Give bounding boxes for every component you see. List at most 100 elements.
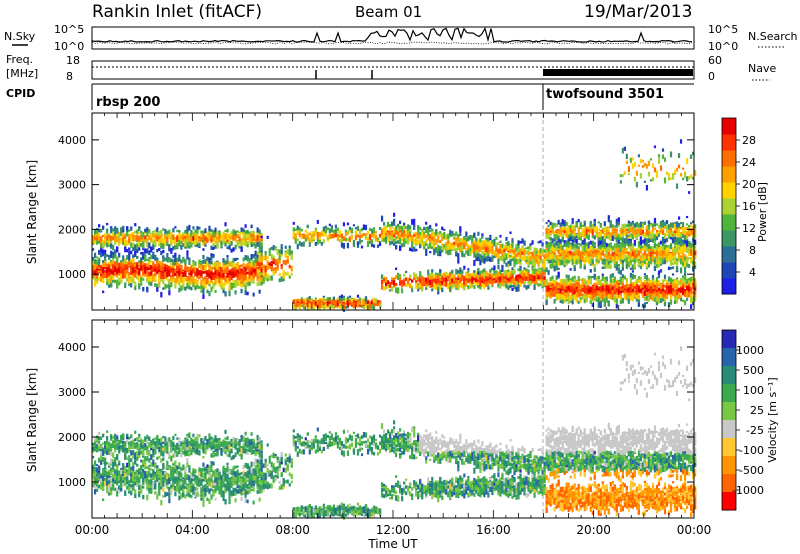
- power-cell: [575, 255, 578, 260]
- power-cell: [180, 233, 183, 238]
- power-cell: [555, 282, 558, 287]
- power-cell: [475, 276, 478, 279]
- nsearch-series: [91, 41, 693, 45]
- power-cell: [475, 237, 478, 242]
- power-cell: [457, 284, 460, 291]
- power-cell: [268, 248, 271, 253]
- power-cell: [120, 237, 123, 242]
- power-cell: [194, 261, 197, 266]
- power-cell: [188, 241, 191, 245]
- power-cell: [533, 284, 536, 290]
- power-cell: [210, 278, 213, 283]
- power-cell: [411, 248, 414, 252]
- power-cell: [118, 281, 121, 286]
- power-cell: [110, 242, 113, 249]
- power-cell: [258, 275, 261, 280]
- power-cell: [593, 297, 596, 302]
- power-cell: [469, 273, 472, 279]
- power-cell: [338, 297, 342, 302]
- power-cell: [591, 229, 594, 236]
- power-cell: [439, 272, 442, 277]
- power-cell: [212, 237, 215, 242]
- power-cell: [382, 278, 386, 281]
- power-cell: [118, 252, 121, 257]
- power-cell: [569, 295, 572, 301]
- power-cell: [144, 248, 147, 253]
- power-cell: [481, 257, 484, 263]
- power-cell: [268, 252, 271, 256]
- power-cell: [533, 276, 536, 282]
- power-cell: [358, 240, 362, 244]
- power-cell: [471, 272, 474, 277]
- power-cell: [565, 259, 568, 264]
- power-cell: [194, 279, 197, 283]
- power-cell: [354, 230, 358, 236]
- power-cell: [477, 248, 480, 253]
- power-cell: [112, 228, 115, 232]
- power-cell: [577, 250, 580, 256]
- power-cell: [517, 250, 520, 255]
- power-cell: [591, 250, 594, 256]
- power-cell: [549, 253, 552, 258]
- power-cell: [543, 254, 546, 257]
- power-cell: [210, 228, 213, 233]
- power-cell: [236, 233, 239, 237]
- power-cell: [429, 284, 432, 287]
- power-cell: [399, 274, 402, 277]
- power-cell: [130, 234, 133, 239]
- power-cell: [541, 262, 544, 267]
- power-cell: [559, 227, 562, 234]
- power-cell: [433, 274, 436, 279]
- power-cell: [212, 246, 215, 250]
- power-cell: [591, 303, 594, 307]
- power-cell: [507, 260, 510, 265]
- power-cell: [248, 232, 251, 239]
- power-cell: [296, 302, 299, 308]
- power-cell: [232, 260, 235, 263]
- power-cell: [493, 239, 496, 243]
- power-cell: [166, 241, 169, 245]
- power-cell: [324, 298, 327, 302]
- power-cell: [595, 276, 598, 279]
- power-cell: [591, 275, 594, 279]
- power-cell: [453, 281, 456, 285]
- power-cell: [208, 265, 211, 268]
- power-cell: [126, 226, 129, 230]
- power-cell: [102, 268, 105, 274]
- power-cell: [395, 236, 398, 239]
- power-cell: [258, 252, 261, 257]
- power-cell: [330, 233, 333, 239]
- power-cell: [589, 278, 592, 284]
- power-cell: [583, 227, 586, 232]
- power-cell: [567, 231, 570, 235]
- power-cell: [306, 305, 309, 311]
- power-cell: [320, 241, 323, 246]
- power-cell: [258, 289, 261, 294]
- power-cell: [356, 299, 360, 303]
- power-cell: [98, 235, 101, 239]
- power-cell: [439, 246, 442, 251]
- power-cell: [563, 230, 566, 234]
- power-cell: [310, 231, 313, 234]
- power-cell: [370, 301, 374, 305]
- power-cell: [567, 227, 570, 233]
- power-cell: [294, 228, 297, 231]
- power-cell: [216, 275, 219, 279]
- power-cell: [108, 257, 111, 260]
- power-cell: [563, 220, 566, 227]
- power-cell: [212, 253, 215, 258]
- power-cell: [386, 280, 390, 285]
- power-cell: [244, 230, 247, 236]
- power-cell: [386, 223, 390, 226]
- power-cell: [557, 267, 560, 270]
- power-cell: [172, 235, 175, 240]
- power-cell: [433, 276, 436, 283]
- power-cell: [559, 260, 562, 265]
- power-cell: [390, 286, 394, 292]
- power-cell: [126, 277, 129, 282]
- power-cell: [501, 277, 504, 282]
- power-cell: [158, 282, 161, 288]
- power-cell: [370, 243, 374, 247]
- power-cell: [238, 238, 241, 241]
